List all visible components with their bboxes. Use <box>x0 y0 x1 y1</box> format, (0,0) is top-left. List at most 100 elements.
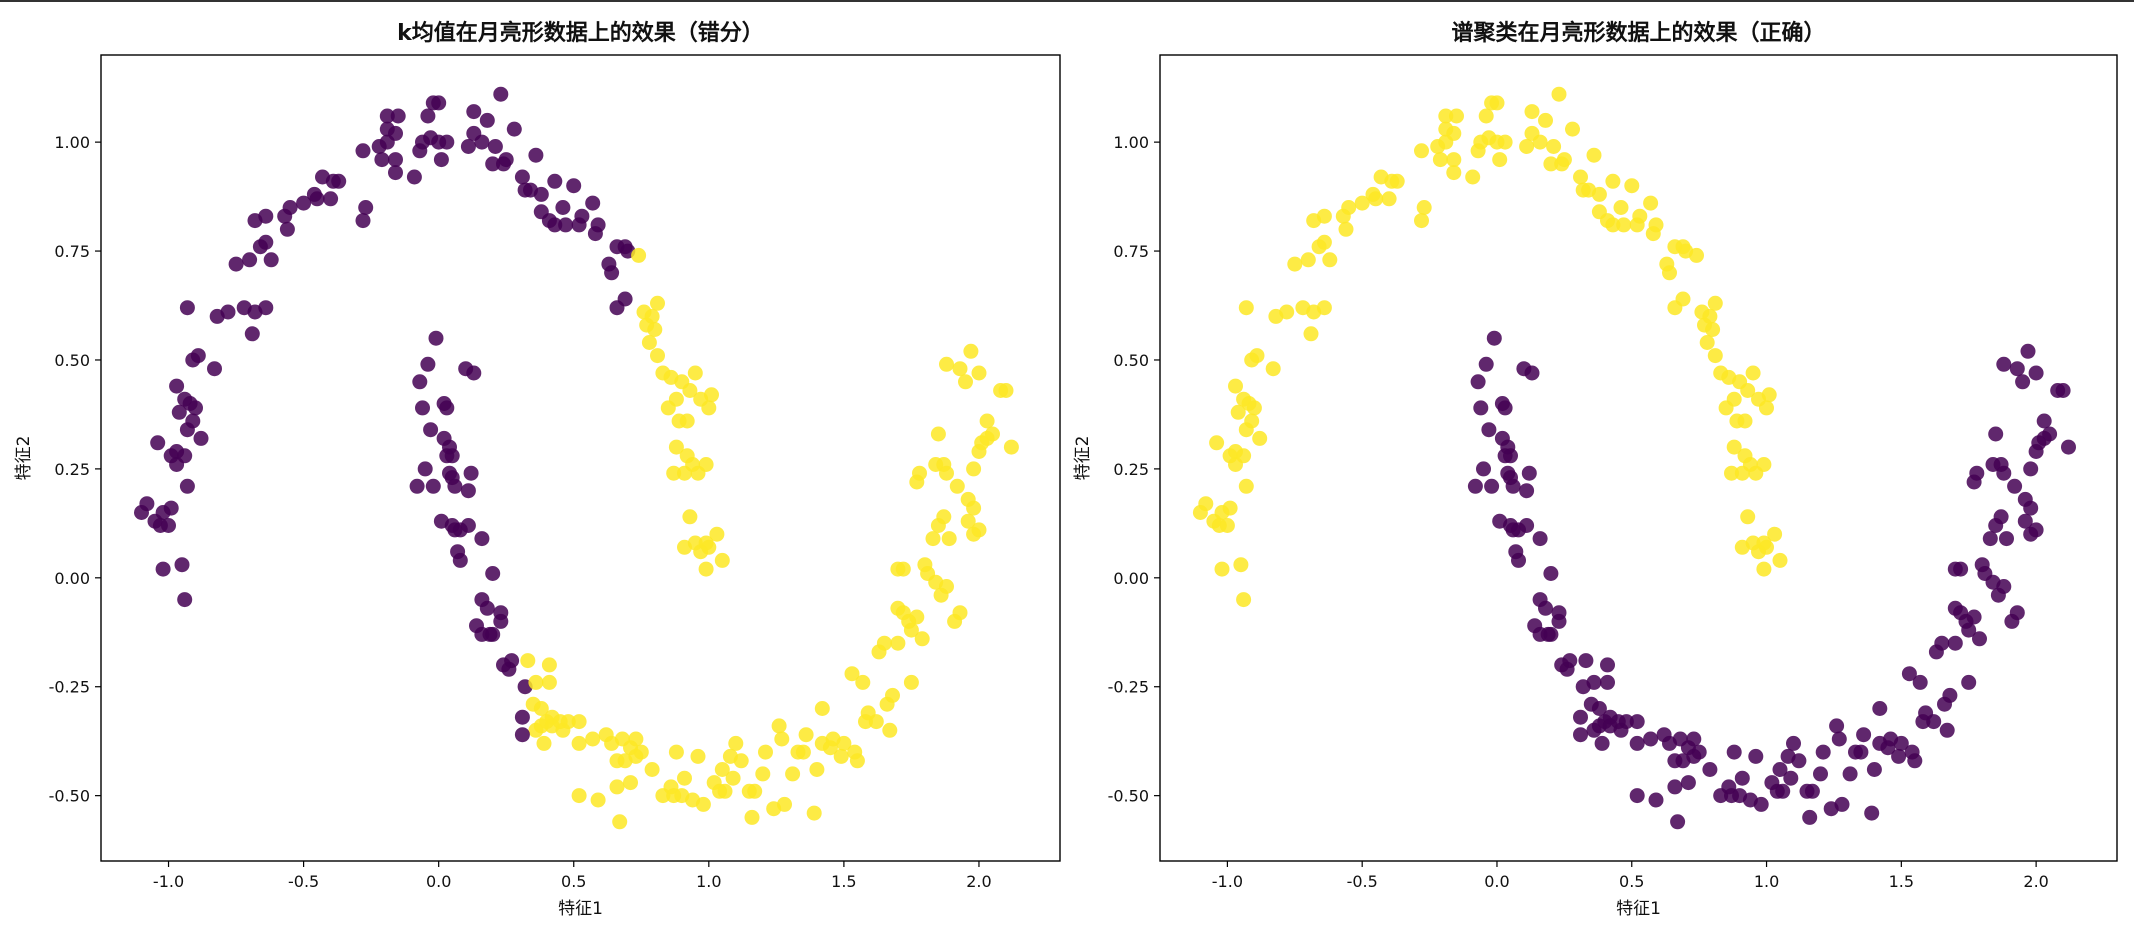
scatter-point <box>758 744 773 760</box>
scatter-point <box>417 461 433 477</box>
scatter-point <box>1265 361 1281 377</box>
scatter-point <box>1578 653 1594 669</box>
scatter-point <box>574 208 590 224</box>
scatter-point <box>444 448 460 464</box>
y-tick-label: -0.25 <box>1108 678 1149 697</box>
y-tick-label: 0.50 <box>1113 351 1149 370</box>
scatter-point <box>571 788 587 804</box>
scatter-point <box>244 326 260 342</box>
scatter-point <box>914 631 930 647</box>
scatter-point <box>1831 731 1847 747</box>
scatter-point <box>585 195 601 211</box>
scatter-point <box>1866 762 1882 777</box>
x-axis-ticks: -1.0 -0.5 0.0 0.5 1.0 1.5 2.0 <box>1212 861 2049 891</box>
scatter-point <box>1532 531 1548 547</box>
scatter-point <box>1702 308 1718 324</box>
scatter-point <box>547 217 563 233</box>
scatter-point <box>134 505 149 520</box>
scatter-point <box>677 770 692 786</box>
scatter-point <box>1726 744 1742 760</box>
scatter-point <box>1734 770 1750 786</box>
scatter-point <box>514 727 530 743</box>
x-tick-label: 0.0 <box>1484 872 1509 891</box>
scatter-point <box>1912 674 1928 690</box>
scatter-point <box>306 186 322 202</box>
scatter-point <box>1761 387 1777 403</box>
scatter-point <box>169 378 185 394</box>
scatter-point <box>228 256 244 272</box>
scatter-point <box>1802 809 1818 825</box>
y-tick-label: 0.00 <box>54 569 90 588</box>
scatter-point <box>263 252 279 268</box>
x-tick-label: -0.5 <box>1347 872 1378 891</box>
scatter-point <box>909 609 925 625</box>
scatter-point <box>428 330 444 346</box>
scatter-point <box>725 770 741 786</box>
scatter-point <box>258 208 274 224</box>
scatter-point <box>1214 561 1230 577</box>
scatter-point <box>1969 465 1985 481</box>
x-tick-label: 1.0 <box>1754 872 1779 891</box>
scatter-points <box>1192 86 2076 830</box>
scatter-point <box>177 592 193 608</box>
scatter-point <box>1689 247 1704 263</box>
scatter-point <box>939 579 954 594</box>
scatter-point <box>885 687 900 703</box>
scatter-point <box>528 674 544 690</box>
y-tick-label: 1.00 <box>1113 133 1149 152</box>
scatter-point <box>1786 735 1801 751</box>
scatter-point <box>460 518 476 533</box>
scatter-point <box>1591 718 1607 734</box>
scatter-point <box>1988 426 2004 442</box>
scatter-point <box>631 247 647 263</box>
scatter-point <box>1228 444 1243 459</box>
scatter-point <box>2055 383 2071 398</box>
scatter-point <box>930 426 946 442</box>
scatter-point <box>498 152 514 168</box>
scatter-point <box>1591 186 1607 202</box>
scatter-point <box>1287 256 1303 272</box>
scatter-point <box>1594 735 1610 751</box>
x-tick-label: 1.5 <box>831 872 856 891</box>
scatter-point <box>687 365 703 381</box>
scatter-point <box>1734 465 1750 481</box>
scatter-point <box>1783 770 1799 786</box>
scatter-point <box>939 356 954 372</box>
scatter-point <box>1662 265 1677 281</box>
scatter-point <box>952 605 968 621</box>
scatter-point <box>536 735 552 751</box>
scatter-point <box>474 531 490 547</box>
scatter-point <box>193 430 209 446</box>
scatter-point <box>541 674 557 690</box>
x-axis-label: 特征1 <box>1616 899 1661 919</box>
scatter-point <box>1907 753 1923 769</box>
scatter-point <box>1961 622 1977 638</box>
scatter-point <box>785 766 801 782</box>
scatter-point <box>1543 566 1559 581</box>
scatter-point <box>1565 121 1580 137</box>
y-tick-label: 0.75 <box>1113 242 1149 261</box>
window-top-border <box>0 0 2134 2</box>
scatter-point <box>533 718 549 734</box>
scatter-point <box>1829 718 1845 734</box>
scatter-point <box>1691 744 1707 760</box>
scatter-point <box>1556 152 1572 168</box>
scatter-point <box>941 531 957 547</box>
scatter-point <box>1532 134 1548 150</box>
scatter-point <box>1705 322 1721 337</box>
y-tick-label: 0.00 <box>1113 569 1149 588</box>
scatter-point <box>1643 195 1659 211</box>
scatter-point <box>728 735 744 751</box>
scatter-point <box>2007 478 2023 494</box>
scatter-point <box>1222 500 1238 516</box>
scatter-point <box>493 86 509 102</box>
scatter-point <box>1842 766 1858 782</box>
x-tick-label: 2.0 <box>966 872 991 891</box>
scatter-point <box>1481 422 1497 438</box>
scatter-point <box>1759 539 1774 555</box>
y-tick-label: 0.25 <box>54 460 90 479</box>
scatter-point <box>1470 374 1486 390</box>
scatter-point <box>2009 361 2025 377</box>
scatter-point <box>1192 505 1208 520</box>
